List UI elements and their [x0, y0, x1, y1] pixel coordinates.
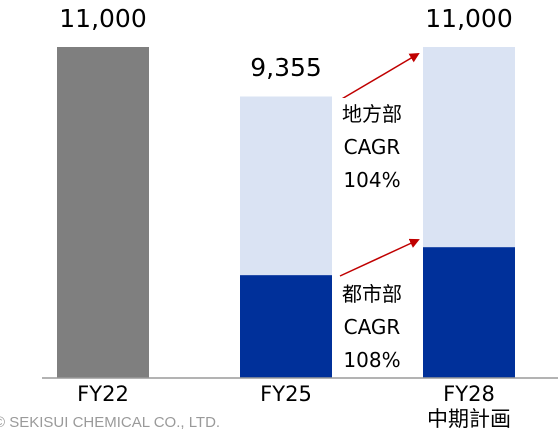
x-tick-label: FY28 中期計画 — [427, 382, 511, 432]
x-tick-label: FY22 — [77, 382, 129, 406]
annotation: 地方部 CAGR 104% — [339, 98, 405, 197]
total-label: 9,355 — [250, 53, 322, 83]
bar-segment — [240, 96, 332, 276]
total-label: 11,000 — [425, 4, 513, 33]
annotation: 都市部 CAGR 108% — [339, 278, 405, 377]
arrow — [339, 238, 420, 277]
x-tick-label: FY25 — [260, 382, 312, 406]
bar-segment — [423, 47, 515, 248]
total-label: 11,000 — [59, 4, 147, 33]
bar-segment — [423, 247, 515, 378]
arrow — [339, 52, 420, 101]
footer: © SEKISUI CHEMICAL CO., LTD. — [0, 414, 221, 431]
bar-segment — [57, 47, 149, 378]
bar-segment — [240, 275, 332, 378]
